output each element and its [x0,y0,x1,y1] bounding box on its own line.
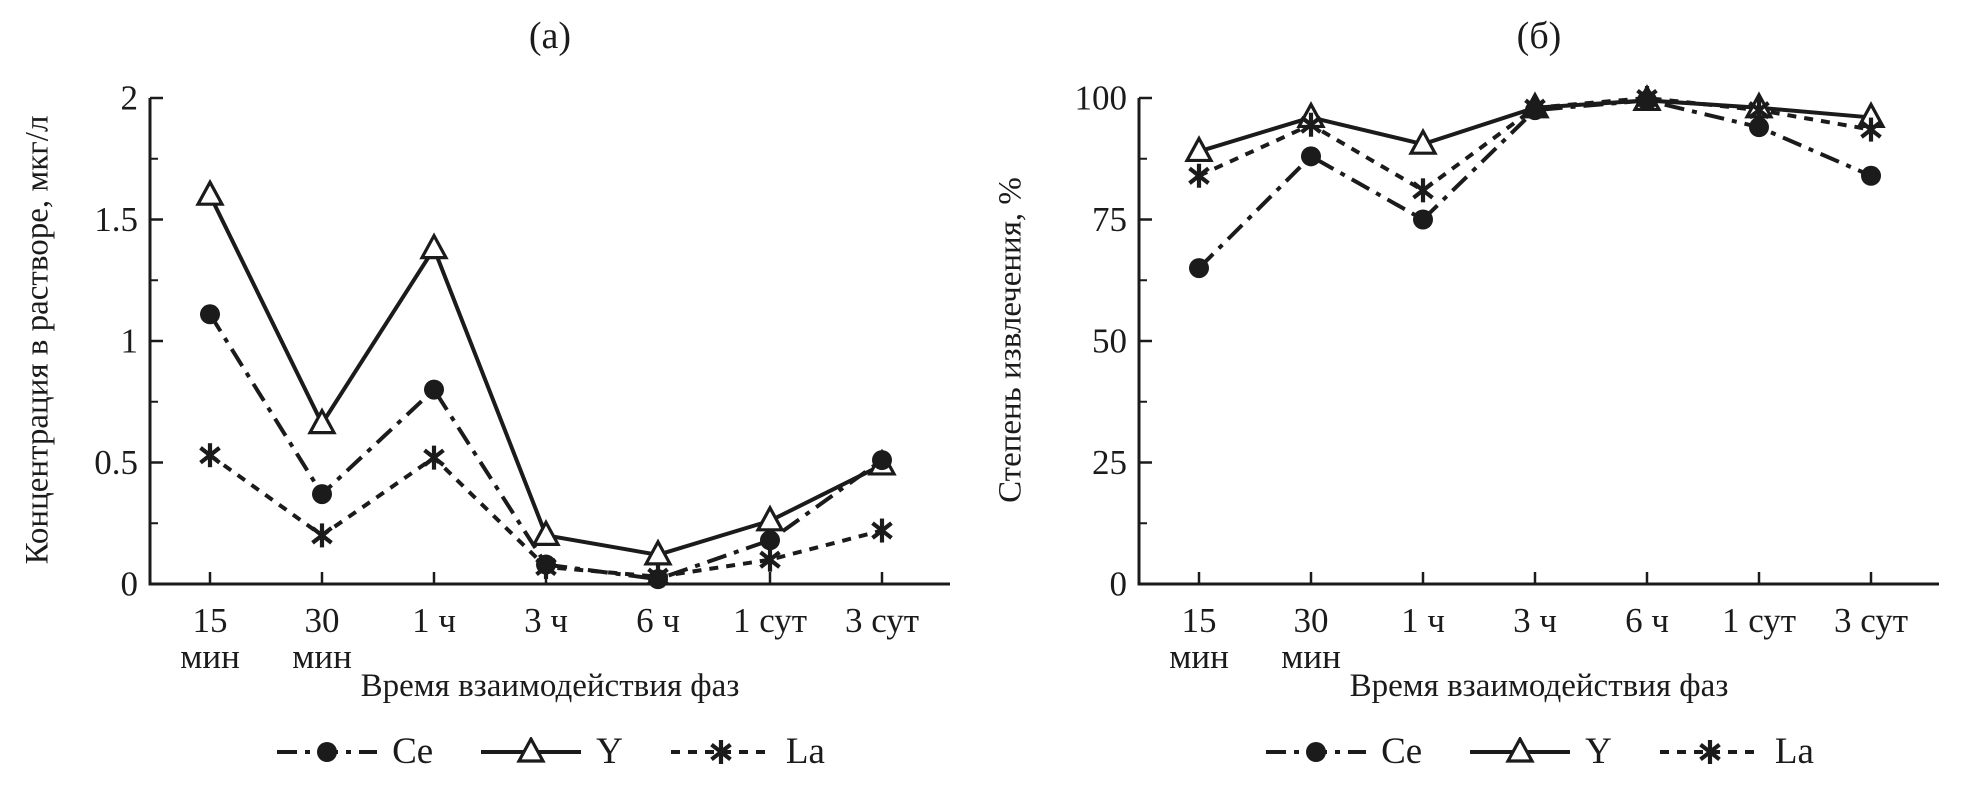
x-tick-label: 1 ч [412,601,456,640]
panel-a-x-axis-title: Время взаимодействия фаз [360,668,740,704]
filled-circle-marker-Ce [1189,258,1209,279]
x-tick-label: 3 сут [845,601,919,640]
y-tick-label: 1 [121,322,139,361]
legend-item-la: La [669,730,825,773]
open-triangle-marker-Y [531,519,561,546]
series-line-Y [208,194,883,557]
asterisk-marker-La [199,443,221,468]
open-triangle-marker-Y [1408,127,1438,155]
panel-b-x-axis-title: Время взаимодействия фаз [1349,668,1729,704]
y-tick-label: 75 [1092,200,1127,239]
y-tick-label: 0.5 [94,443,138,482]
dashdot-filled-circle-sample-icon [1266,741,1367,762]
x-tick-label: мин [1281,637,1341,676]
panel-b: (б) Степень извлечения, % 0 25 50 75 100 15 ми… [989,0,1978,793]
dashed-asterisk-sample-icon [1659,739,1760,764]
x-tick-label: 3 ч [524,601,568,640]
x-tick-label: 1 сут [733,601,807,640]
filled-circle-marker-icon [317,741,338,762]
asterisk-marker-La [1860,117,1882,142]
legend-label-la: La [785,731,825,772]
asterisk-marker-La [1300,112,1322,137]
legend-label-ce: Ce [1381,731,1423,772]
x-tick-label: 15 [1182,601,1217,640]
x-tick-label: 1 сут [1722,601,1796,640]
filled-circle-marker-Ce [1413,209,1433,230]
legend-item-ce: Ce [275,730,433,773]
filled-circle-marker-Ce [648,569,668,590]
filled-circle-marker-Ce [1525,100,1545,121]
x-tick-label: 15 [193,601,228,640]
x-tick-label: 1 ч [1401,601,1445,640]
filled-circle-marker-Ce [536,554,556,575]
x-tick-label: 6 ч [636,601,680,640]
x-tick-label: 30 [305,601,340,640]
x-tick-label: 3 сут [1834,601,1908,640]
legend-label-y: Y [596,731,623,772]
solid-open-triangle-sample-icon [481,736,582,763]
y-tick-label: 2 [121,79,139,118]
filled-circle-marker-Ce [312,484,332,505]
panel-a-legend: Ce Y La [150,730,950,773]
filled-circle-marker-Ce [872,450,892,471]
x-tick-label: 3 ч [1513,601,1557,640]
asterisk-marker-La [311,523,333,548]
y-tick-label: 1.5 [94,200,138,239]
x-tick-label: 6 ч [1625,601,1669,640]
open-triangle-marker-Y [1184,135,1214,163]
filled-circle-marker-Ce [760,530,780,551]
x-tick-label: мин [292,637,352,676]
open-triangle-marker-icon [1505,736,1535,763]
x-tick-label: мин [1169,637,1229,676]
axes [1137,98,1939,586]
legend-item-y: Y [479,730,623,773]
legend-item-la: La [1658,730,1814,773]
asterisk-marker-La [871,518,893,543]
panel-a: (а) Концентрация в растворе, мкг/л 0 0.5 1… [20,15,950,773]
filled-circle-marker-Ce [1861,165,1881,186]
y-tick-label: 25 [1092,443,1127,482]
asterisk-marker-La [759,547,781,572]
legend-label-y: Y [1585,731,1612,772]
open-triangle-marker-Y [755,504,785,532]
y-tick-label: 0 [121,565,139,604]
asterisk-marker-La [1412,178,1434,203]
x-tick-label: мин [180,637,240,676]
solid-open-triangle-sample-icon [1470,736,1571,763]
open-triangle-marker-Y [307,407,337,435]
dashed-asterisk-sample-icon [670,739,771,764]
filled-circle-marker-icon [1306,741,1327,762]
legend-label-ce: Ce [392,731,434,772]
filled-circle-marker-Ce [424,379,444,400]
panel-b-title: (б) [1516,15,1562,57]
axes [148,98,950,586]
filled-circle-marker-Ce [200,304,220,325]
legend-item-y: Y [1468,730,1612,773]
open-triangle-marker-Y [419,232,449,260]
filled-circle-marker-Ce [1301,146,1321,167]
open-triangle-marker-icon [516,736,546,763]
open-triangle-marker-Y [195,178,225,206]
panel-b-legend: Ce Y La [1139,730,1939,773]
x-tick-label: 30 [1294,601,1329,640]
asterisk-marker-icon [1699,739,1721,764]
dashdot-filled-circle-sample-icon [277,741,378,762]
filled-circle-marker-Ce [1749,117,1769,138]
filled-circle-marker-Ce [1637,90,1657,111]
y-tick-label: 100 [1075,79,1128,118]
y-tick-label: 50 [1092,322,1127,361]
y-tick-label: 0 [1110,565,1128,604]
open-triangle-marker-Y [643,538,673,566]
legend-label-la: La [1774,731,1814,772]
asterisk-marker-La [1188,163,1210,188]
asterisk-marker-La [423,445,445,470]
legend-item-ce: Ce [1264,730,1422,773]
asterisk-marker-icon [710,739,732,764]
panel-a-title: (а) [528,15,572,57]
